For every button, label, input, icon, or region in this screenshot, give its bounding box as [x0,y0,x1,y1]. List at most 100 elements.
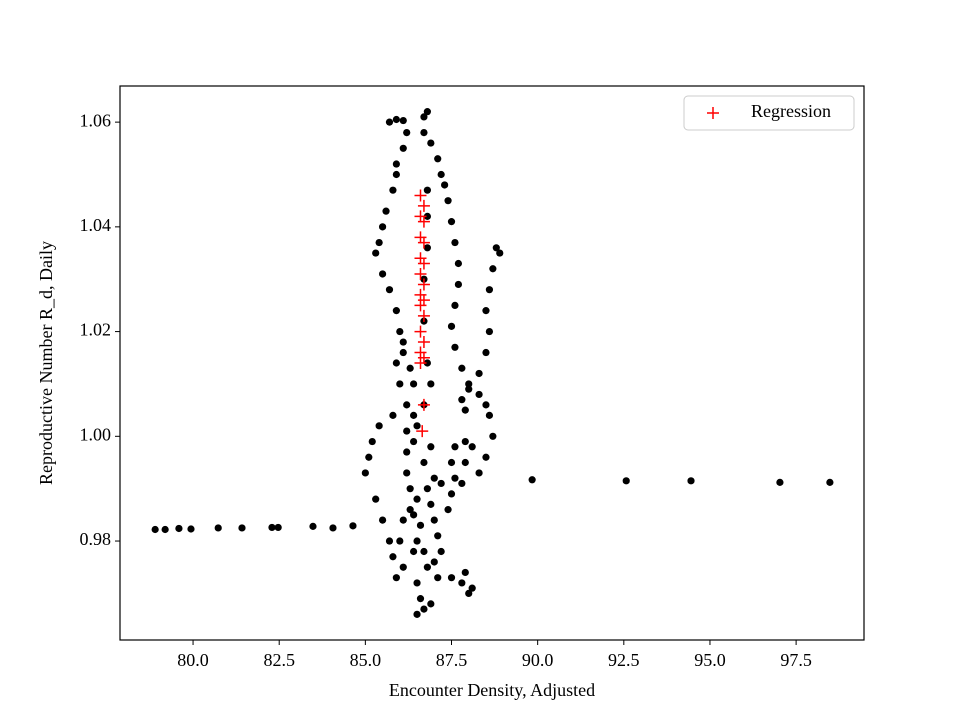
point [396,327,404,336]
point [410,547,418,556]
point [187,525,195,533]
point [622,477,630,485]
point [161,525,169,534]
point [461,406,469,414]
y-tick-label: 0.98 [80,529,112,549]
point [396,537,404,545]
point [399,144,407,152]
point [482,307,490,315]
point [406,485,414,493]
point [361,469,369,477]
x-tick-label: 92.5 [608,650,640,670]
point [423,186,431,194]
point [417,278,430,291]
point [399,563,407,571]
point [687,477,695,485]
point [413,495,421,503]
point [485,327,494,336]
point [238,524,246,532]
point [420,113,428,121]
point [451,301,459,310]
point [461,568,469,577]
point [475,390,483,399]
legend-label: Regression [751,101,831,121]
point [528,476,536,484]
point [329,524,337,532]
point [475,469,483,477]
point [492,244,500,252]
point [392,170,400,179]
point [430,474,438,482]
point [392,574,400,582]
point [423,485,431,493]
point [414,325,427,338]
point [410,380,418,388]
point [451,343,459,351]
point [468,443,476,451]
point [399,516,407,524]
point [365,453,373,461]
point [417,398,430,411]
x-tick-label: 87.5 [436,650,468,670]
point [399,116,407,125]
point [392,307,400,315]
point [406,364,414,372]
point [417,257,430,270]
y-axis-label: Reproductive Number R_d, Daily [36,241,56,485]
point [382,207,390,215]
x-axis-label: Encounter Density, Adjusted [389,680,595,700]
point [826,478,834,486]
point [437,479,445,488]
point [378,270,387,278]
point [458,396,466,404]
point [417,215,430,228]
point [465,380,473,388]
point [414,267,427,280]
point [392,359,400,367]
point [392,160,400,168]
x-tick-label: 97.5 [780,650,812,670]
point [420,129,428,137]
point [423,359,431,367]
point [413,579,421,587]
point [447,458,456,467]
point [444,506,452,514]
point [434,532,442,540]
x-tick-label: 95.0 [694,650,726,670]
point [406,506,414,514]
point [389,186,397,194]
point [430,558,438,566]
point [451,238,459,247]
point [496,249,504,257]
y-tick-label: 1.06 [80,110,112,130]
x-tick-label: 85.0 [350,650,382,670]
point [454,280,463,289]
point [414,357,427,369]
point [392,115,400,124]
legend-box [683,95,855,131]
point [482,348,490,357]
point [475,369,483,378]
point [396,380,404,388]
point [423,563,431,571]
point [427,139,435,147]
point [447,322,456,330]
point [461,437,469,446]
point [372,495,380,503]
point [378,223,387,231]
point [413,422,421,430]
point [465,589,473,597]
plot-area [151,108,834,618]
point [437,170,445,179]
point [444,197,452,205]
point [489,265,497,273]
point [482,401,490,409]
point [434,155,442,163]
point [485,411,494,419]
point [403,469,411,477]
point [430,516,438,524]
point [420,605,428,613]
x-tick-label: 80.0 [177,650,209,670]
point [437,547,445,556]
